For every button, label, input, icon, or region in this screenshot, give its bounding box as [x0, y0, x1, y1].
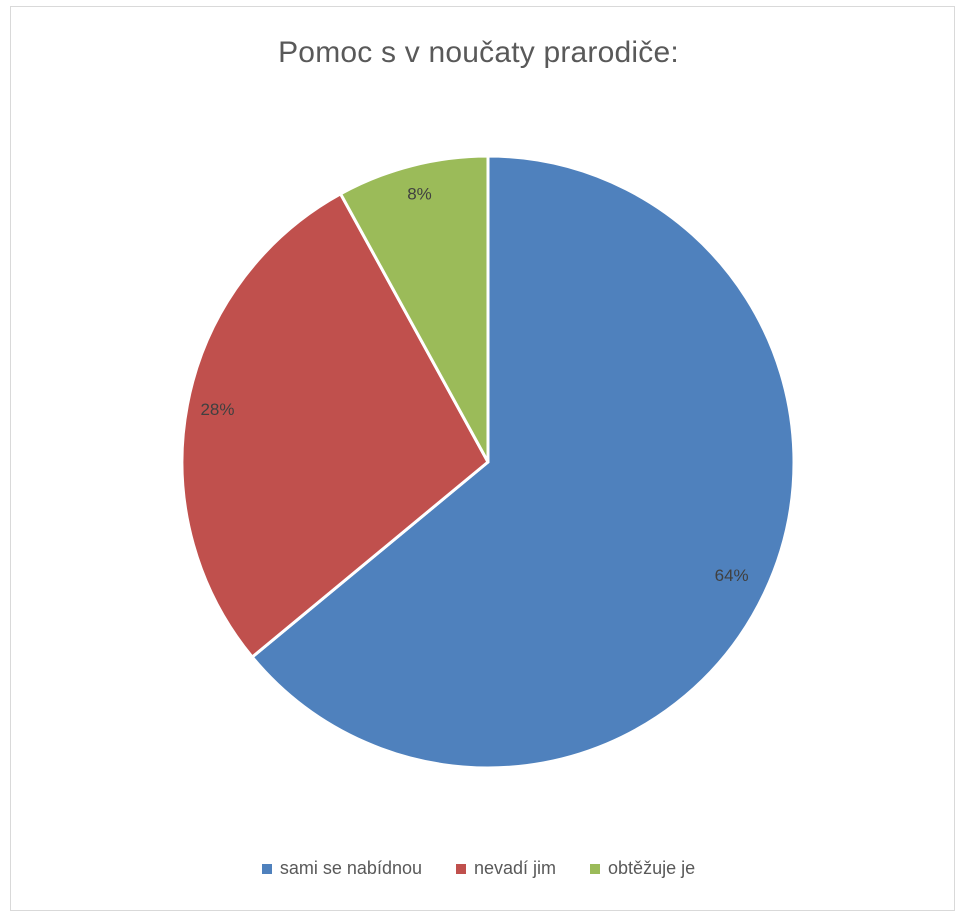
pie-slice-2 — [339, 154, 490, 464]
legend-label: nevadí jim — [473, 858, 557, 878]
legend-swatch-green — [590, 863, 601, 874]
legend-item-nevadi-jim: nevadí jim — [455, 858, 557, 879]
legend-swatch-red — [455, 863, 466, 874]
pie-slices — [180, 154, 796, 770]
legend-label: obtěžuje je — [608, 858, 696, 878]
slice-data-label-2: 8% — [407, 185, 432, 204]
slice-data-label-1: 28% — [200, 400, 234, 419]
pie-labels: 64% 28% 8% — [200, 185, 748, 585]
legend-item-obtezuje-je: obtěžuje je — [590, 858, 695, 879]
legend-item-sami-se-nabidnou: sami se nabídnou — [261, 858, 422, 879]
legend: sami se nabídnou nevadí jim obtěžuje je — [0, 858, 957, 879]
legend-swatch-blue — [261, 863, 272, 874]
chart-title: Pomoc s v noučaty prarodiče: — [278, 36, 679, 69]
legend-label: sami se nabídnou — [279, 858, 422, 878]
slice-data-label-0: 64% — [715, 566, 749, 585]
pie-slice-1 — [180, 192, 490, 659]
pie-slice-0 — [250, 154, 796, 770]
